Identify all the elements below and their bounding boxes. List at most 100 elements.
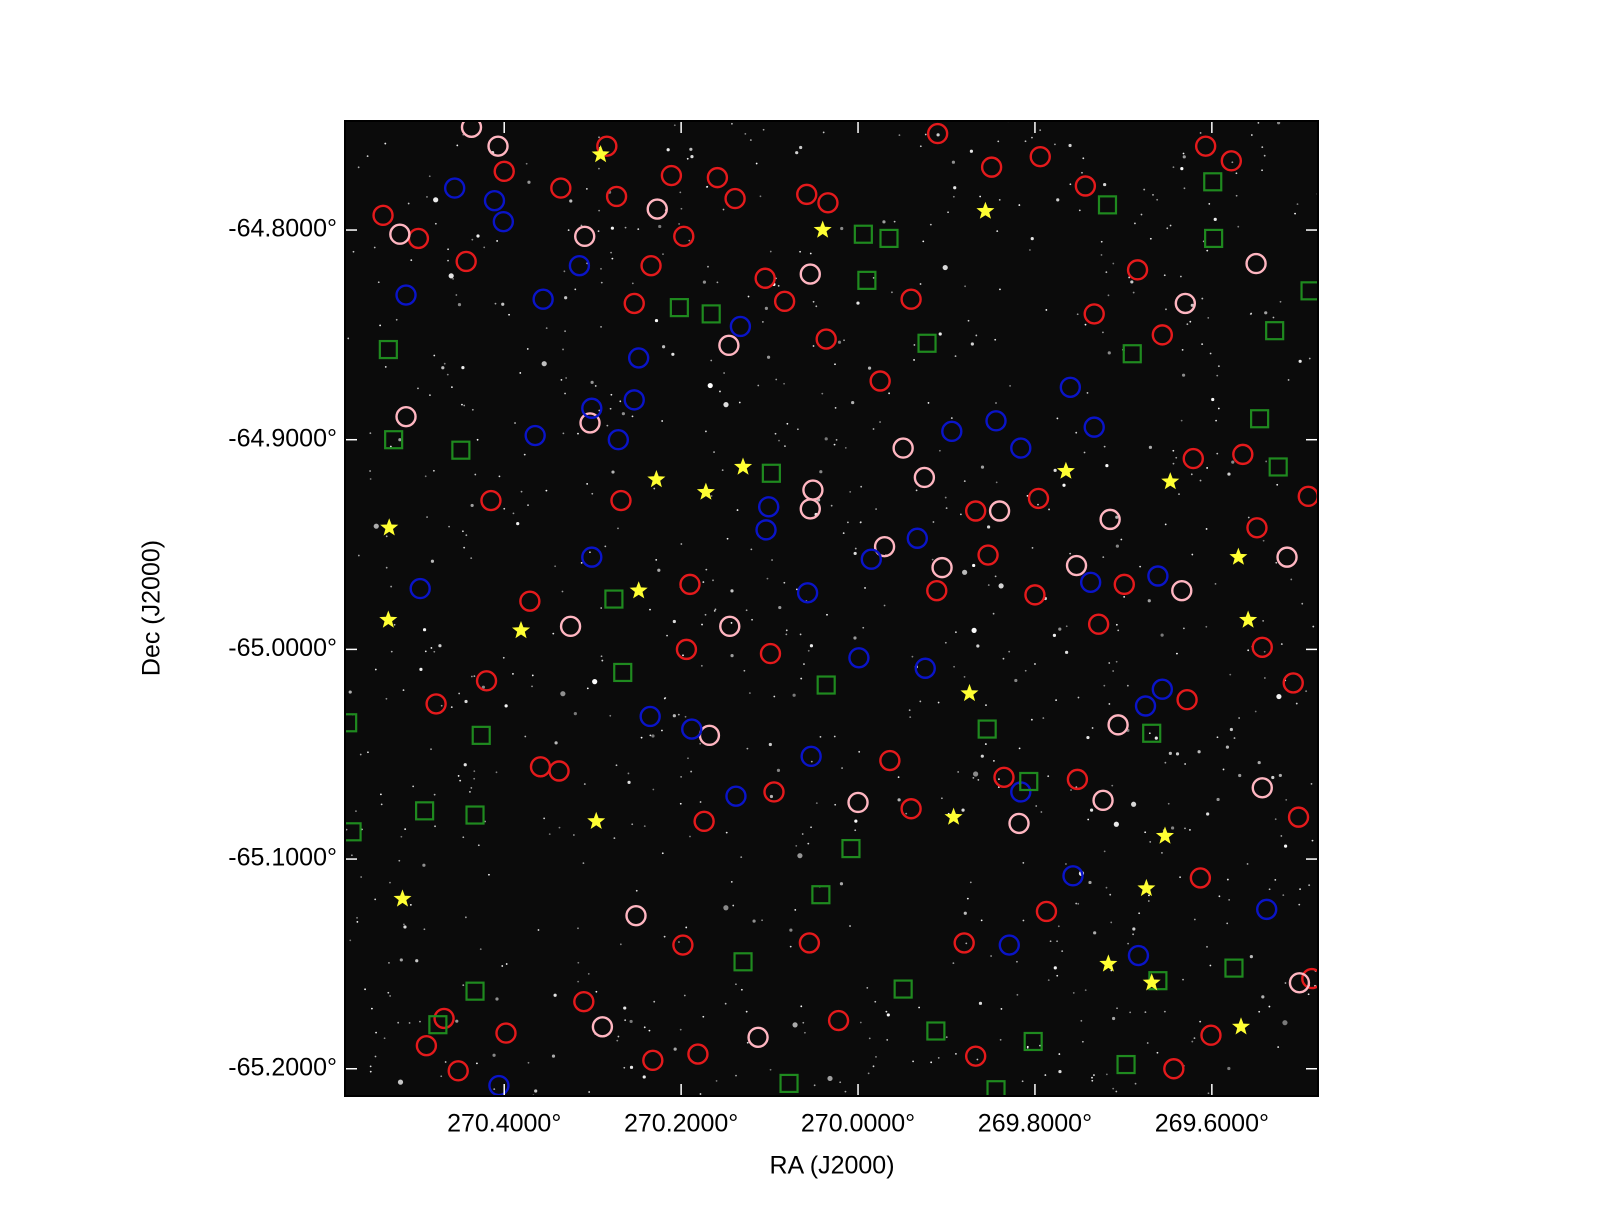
background-star <box>963 480 966 483</box>
background-star <box>1193 918 1196 921</box>
background-star <box>1022 861 1025 864</box>
square-marker <box>1224 958 1244 978</box>
background-star <box>730 880 733 883</box>
circle-marker <box>495 1022 517 1044</box>
background-star <box>722 208 725 211</box>
background-star <box>527 180 531 184</box>
circle-marker <box>646 198 668 220</box>
star-marker <box>629 581 648 599</box>
circle-marker <box>693 810 715 833</box>
background-star <box>1216 797 1220 802</box>
background-star <box>655 558 658 561</box>
square-marker <box>604 589 624 609</box>
background-star <box>473 770 476 773</box>
background-star <box>592 679 598 685</box>
background-star <box>661 729 663 732</box>
background-star <box>1149 841 1152 843</box>
background-star <box>1062 483 1066 487</box>
background-star <box>531 685 533 688</box>
background-star <box>1225 745 1230 749</box>
background-star <box>1108 703 1111 705</box>
background-star <box>822 131 825 134</box>
background-star <box>853 636 857 640</box>
background-star <box>1263 650 1266 653</box>
background-star <box>1115 660 1118 663</box>
background-star <box>661 420 664 422</box>
circle-marker <box>492 210 515 233</box>
background-star <box>913 359 915 361</box>
star-marker <box>512 621 531 639</box>
background-star <box>673 124 676 127</box>
circle-marker <box>483 189 506 212</box>
background-star <box>594 385 597 387</box>
background-star <box>936 133 940 137</box>
circle-marker <box>1062 865 1084 887</box>
circle-marker <box>1024 584 1046 606</box>
circle-marker <box>724 187 746 210</box>
circle-marker <box>1174 292 1197 315</box>
background-star <box>929 223 932 226</box>
background-star <box>998 583 1004 589</box>
background-star <box>1218 895 1221 898</box>
background-star <box>464 699 468 704</box>
background-star <box>784 445 786 448</box>
background-star <box>1105 886 1108 889</box>
background-star <box>672 619 676 624</box>
circle-marker <box>524 424 546 447</box>
background-star <box>526 348 529 350</box>
background-star <box>1216 736 1219 739</box>
background-star <box>369 1065 372 1068</box>
background-star <box>815 305 818 308</box>
y-axis-title: Dec (J2000) <box>138 540 166 676</box>
background-star <box>1231 460 1235 464</box>
background-star <box>1164 761 1167 764</box>
star-marker <box>976 201 995 219</box>
background-star <box>799 145 803 150</box>
background-star <box>819 470 823 474</box>
background-star <box>402 689 405 692</box>
background-star <box>582 862 585 865</box>
background-star <box>360 876 363 878</box>
background-star <box>415 959 419 963</box>
background-star <box>1134 1082 1137 1085</box>
background-star <box>1180 167 1184 171</box>
circle-marker <box>729 315 752 338</box>
circle-marker <box>1301 967 1318 990</box>
circle-marker <box>550 177 572 199</box>
background-star <box>885 1010 888 1013</box>
background-star <box>795 151 799 155</box>
background-star <box>785 629 788 632</box>
background-star <box>523 453 526 456</box>
background-star <box>909 716 912 719</box>
background-star <box>690 770 693 773</box>
background-star <box>440 1075 443 1078</box>
background-star <box>601 659 604 662</box>
background-star <box>1131 801 1137 807</box>
background-star <box>349 939 352 942</box>
background-star <box>1132 927 1136 931</box>
background-star <box>1140 213 1143 216</box>
background-star <box>412 785 415 788</box>
circle-marker <box>475 670 498 692</box>
background-star <box>802 1021 805 1024</box>
background-star <box>1186 323 1189 326</box>
background-star <box>1180 419 1183 422</box>
background-star <box>479 948 482 951</box>
background-star <box>915 489 918 492</box>
star-marker <box>1232 1017 1251 1035</box>
background-star <box>1147 599 1151 603</box>
background-star <box>752 919 756 923</box>
background-star <box>1254 710 1257 713</box>
background-star <box>643 825 646 828</box>
background-star <box>524 735 527 738</box>
background-star <box>834 803 837 806</box>
circle-marker <box>487 135 509 157</box>
background-star <box>684 715 687 718</box>
background-star <box>705 568 708 571</box>
star-marker <box>393 889 412 907</box>
square-marker <box>917 333 937 353</box>
background-star <box>858 750 861 753</box>
background-star <box>979 195 982 198</box>
background-star <box>1014 678 1018 683</box>
circle-marker <box>980 156 1003 178</box>
